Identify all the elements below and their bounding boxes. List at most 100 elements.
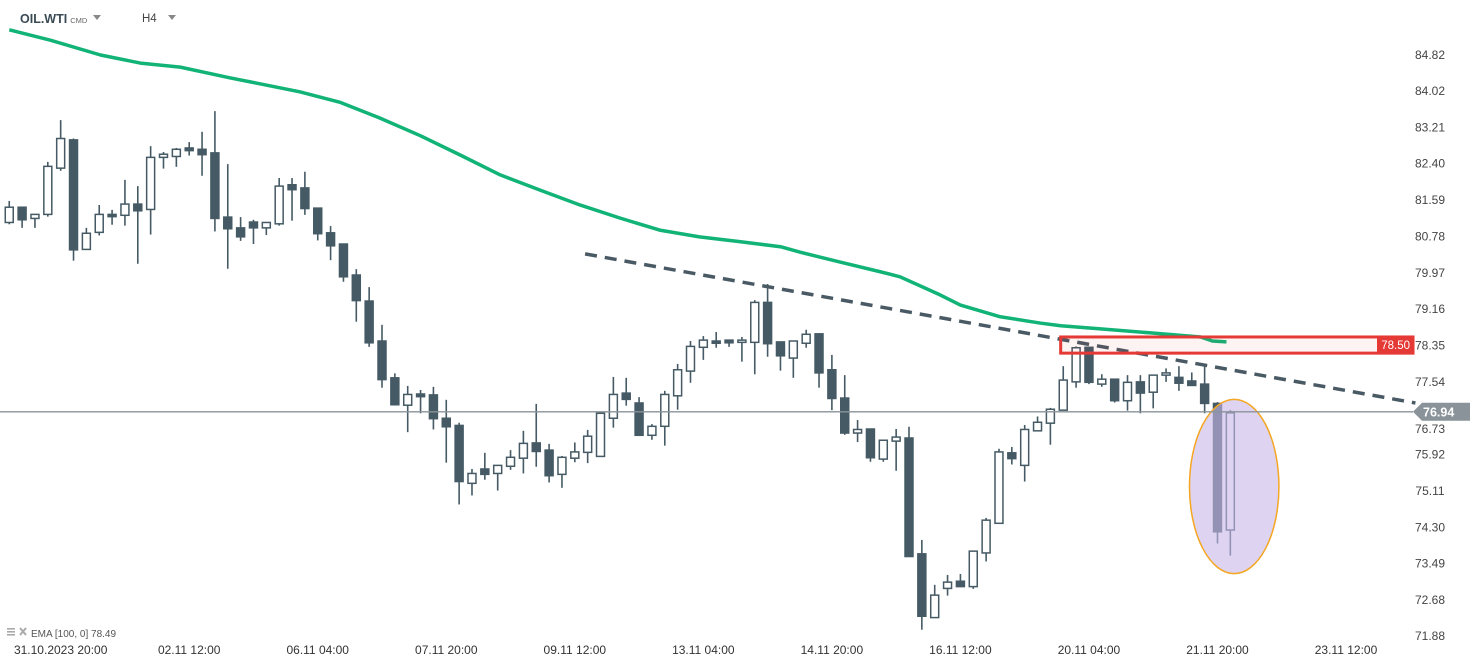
candle-bearish[interactable]	[634, 397, 644, 437]
candle-bearish[interactable]	[325, 226, 336, 261]
candle-bullish[interactable]	[801, 329, 811, 348]
candle-bullish[interactable]	[878, 439, 889, 462]
candle-bullish[interactable]	[1045, 407, 1056, 445]
candle-bullish[interactable]	[1148, 374, 1158, 409]
candle-bearish[interactable]	[377, 324, 387, 388]
candle-bullish[interactable]	[698, 336, 709, 360]
list-icon[interactable]	[7, 628, 15, 636]
candle-bearish[interactable]	[775, 341, 786, 371]
candle-bullish[interactable]	[750, 300, 760, 375]
candle-bullish[interactable]	[30, 213, 40, 228]
candle-bearish[interactable]	[235, 217, 246, 241]
candle-bearish[interactable]	[17, 206, 27, 228]
candle-bearish[interactable]	[248, 219, 259, 245]
candle-bearish[interactable]	[1174, 366, 1184, 391]
candle-bearish[interactable]	[133, 186, 143, 264]
candle-bullish[interactable]	[570, 442, 580, 463]
candle-bearish[interactable]	[390, 373, 400, 406]
candle-bearish[interactable]	[364, 287, 374, 347]
time-axis[interactable]: 31.10.2023 20:00 02.11 12:00 06.11 04:00 07…	[14, 643, 1378, 657]
highlight-ellipse[interactable]	[1188, 398, 1280, 575]
chevron-down-icon[interactable]	[168, 15, 176, 20]
candle-bearish[interactable]	[313, 207, 323, 241]
candle-bearish[interactable]	[184, 142, 194, 156]
candle-bearish[interactable]	[287, 178, 297, 221]
close-icon[interactable]	[19, 627, 27, 636]
candle-bullish[interactable]	[43, 161, 53, 217]
candle-bearish[interactable]	[223, 164, 233, 269]
candle-bullish[interactable]	[492, 464, 503, 491]
candle-bullish[interactable]	[685, 341, 696, 383]
zone-box[interactable]	[1059, 335, 1415, 355]
candle-bullish[interactable]	[608, 376, 619, 428]
candle-bullish[interactable]	[737, 336, 747, 362]
candle-bearish[interactable]	[762, 283, 773, 357]
candle-bearish[interactable]	[544, 443, 554, 483]
candle-bearish[interactable]	[1199, 366, 1210, 414]
candle-bullish[interactable]	[582, 429, 593, 464]
candle-bearish[interactable]	[839, 375, 850, 435]
candle-bullish[interactable]	[158, 151, 169, 169]
candle-bullish[interactable]	[788, 340, 799, 378]
candle-bullish[interactable]	[672, 363, 683, 410]
candle-bearish[interactable]	[711, 332, 721, 348]
candle-bearish[interactable]	[454, 422, 464, 505]
candle-bullish[interactable]	[1019, 424, 1030, 482]
candle-bullish[interactable]	[171, 147, 182, 167]
candle-bullish[interactable]	[968, 550, 979, 589]
candle-bullish[interactable]	[55, 120, 66, 171]
candle-bullish[interactable]	[981, 517, 991, 562]
candle-bearish[interactable]	[1007, 446, 1017, 465]
candle-bullish[interactable]	[595, 411, 606, 458]
price-axis[interactable]: 84.82 84.02 83.21 82.40 81.59 80.78 79.97 79.16…	[1415, 48, 1445, 643]
candle-bullish[interactable]	[4, 200, 14, 225]
candle-bullish[interactable]	[1058, 366, 1068, 411]
candle-bullish[interactable]	[942, 574, 953, 596]
candle-bullish[interactable]	[994, 448, 1004, 525]
candle-bullish[interactable]	[1032, 416, 1043, 432]
candle-bearish[interactable]	[210, 111, 220, 232]
candle-bullish[interactable]	[402, 385, 413, 433]
candle-bearish[interactable]	[197, 131, 207, 176]
candle-bearish[interactable]	[107, 209, 117, 225]
candle-bullish[interactable]	[505, 450, 516, 470]
candle-bearish[interactable]	[827, 354, 837, 411]
trendline[interactable]	[584, 252, 1416, 405]
candle-bullish[interactable]	[94, 204, 104, 236]
candle-bearish[interactable]	[621, 377, 631, 406]
candle-bullish[interactable]	[891, 429, 901, 471]
timeframe-selector[interactable]: H4	[142, 13, 157, 25]
candle-bullish[interactable]	[467, 468, 477, 496]
candle-bearish[interactable]	[300, 171, 310, 215]
candle-bullish[interactable]	[145, 146, 156, 235]
candle-bearish[interactable]	[338, 243, 349, 282]
candle-bearish[interactable]	[428, 386, 439, 430]
candle-bearish[interactable]	[1135, 375, 1146, 414]
candle-bearish[interactable]	[1187, 372, 1197, 387]
candle-bullish[interactable]	[1161, 368, 1171, 382]
candle-bullish[interactable]	[557, 455, 567, 488]
candle-bullish[interactable]	[929, 584, 940, 619]
candle-bearish[interactable]	[724, 339, 734, 347]
candle-bullish[interactable]	[274, 178, 284, 226]
candle-bearish[interactable]	[351, 269, 362, 322]
candle-bearish[interactable]	[814, 333, 824, 388]
candle-bearish[interactable]	[904, 426, 914, 558]
candle-bullish[interactable]	[261, 221, 272, 236]
candle-bullish[interactable]	[660, 390, 670, 446]
candle-bullish[interactable]	[1097, 374, 1107, 387]
candle-bearish[interactable]	[955, 574, 966, 588]
candle-bearish[interactable]	[415, 389, 426, 414]
symbol-selector[interactable]: OIL.WTI CMD	[20, 12, 87, 26]
candle-bullish[interactable]	[1122, 375, 1133, 411]
candle-bearish[interactable]	[917, 539, 927, 630]
candle-bullish[interactable]	[518, 430, 529, 474]
resistance-zone[interactable]: 78.50	[1059, 335, 1415, 355]
candle-bearish[interactable]	[531, 403, 541, 467]
candle-bearish[interactable]	[441, 399, 452, 463]
candle-bearish[interactable]	[68, 138, 79, 261]
candle-bearish[interactable]	[865, 428, 876, 462]
candle-bullish[interactable]	[120, 179, 130, 226]
candle-bearish[interactable]	[480, 452, 490, 480]
